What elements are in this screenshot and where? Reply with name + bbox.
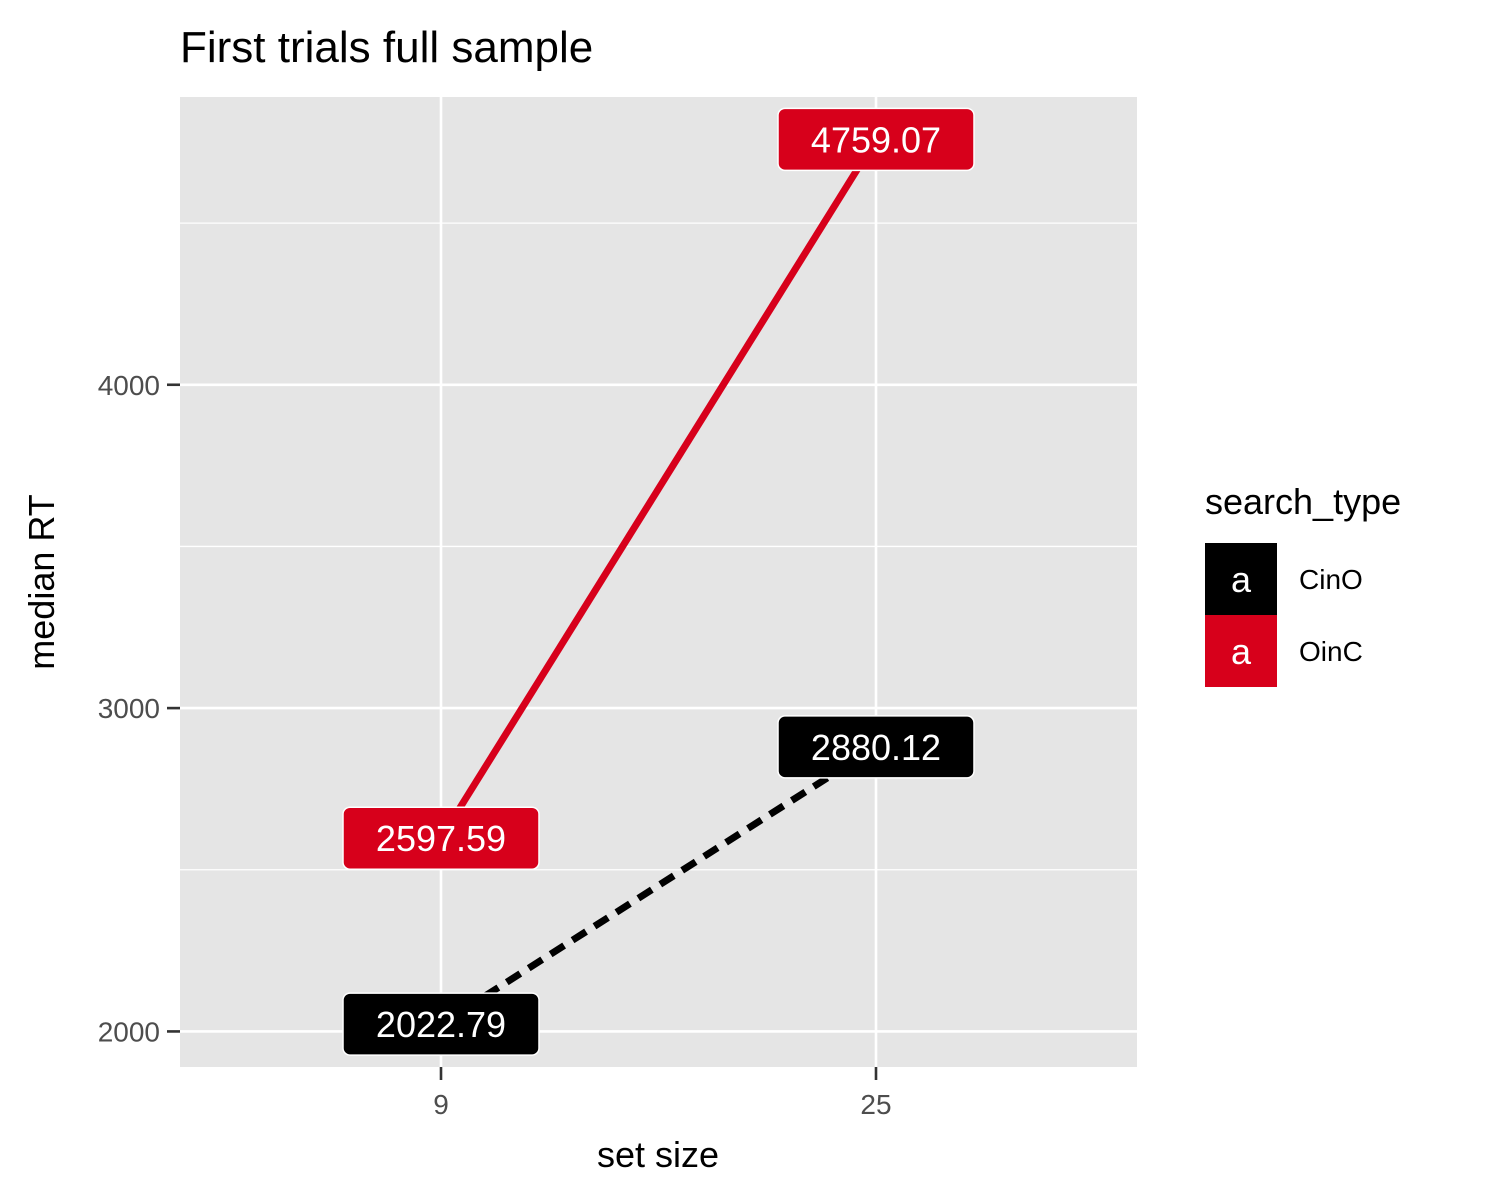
x-axis: 9 25 — [433, 1067, 892, 1120]
x-axis-title: set size — [597, 1134, 719, 1175]
data-label-box — [777, 107, 975, 172]
minor-gridlines — [180, 222, 1137, 871]
y-axis-title: median RT — [21, 494, 62, 669]
data-label: 2022.79 — [376, 1004, 506, 1045]
legend-label-cino: CinO — [1299, 564, 1363, 595]
series-line-cino — [439, 743, 878, 1028]
legend-key-glyph: a — [1231, 559, 1252, 600]
data-label-box — [342, 992, 540, 1056]
data-label: 2597.59 — [376, 818, 506, 859]
major-gridlines — [180, 97, 1137, 1067]
y-tick-label: 4000 — [98, 370, 160, 401]
series-line-oinc — [438, 137, 879, 841]
plot-panel — [180, 97, 1137, 1067]
legend-key-cino — [1205, 543, 1277, 615]
data-labels: 2022.79 2880.12 2597.59 4759.07 — [342, 107, 975, 1056]
y-tick-label: 3000 — [98, 693, 160, 724]
chart-title: First trials full sample — [180, 23, 593, 72]
x-tick-label: 9 — [433, 1089, 449, 1120]
data-label-box — [342, 806, 540, 870]
x-tick-label: 25 — [860, 1089, 891, 1120]
legend-key-glyph: a — [1231, 631, 1252, 672]
y-axis: 2000 3000 4000 — [98, 370, 180, 1047]
y-tick-label: 2000 — [98, 1016, 160, 1047]
legend-title: search_type — [1205, 481, 1401, 522]
data-label: 4759.07 — [811, 119, 941, 160]
legend-label-oinc: OinC — [1299, 636, 1363, 667]
series-lines — [438, 137, 879, 1028]
data-label-box — [777, 715, 975, 779]
legend: search_type a CinO a OinC — [1205, 481, 1401, 687]
legend-key-oinc — [1205, 615, 1277, 687]
data-label: 2880.12 — [811, 727, 941, 768]
